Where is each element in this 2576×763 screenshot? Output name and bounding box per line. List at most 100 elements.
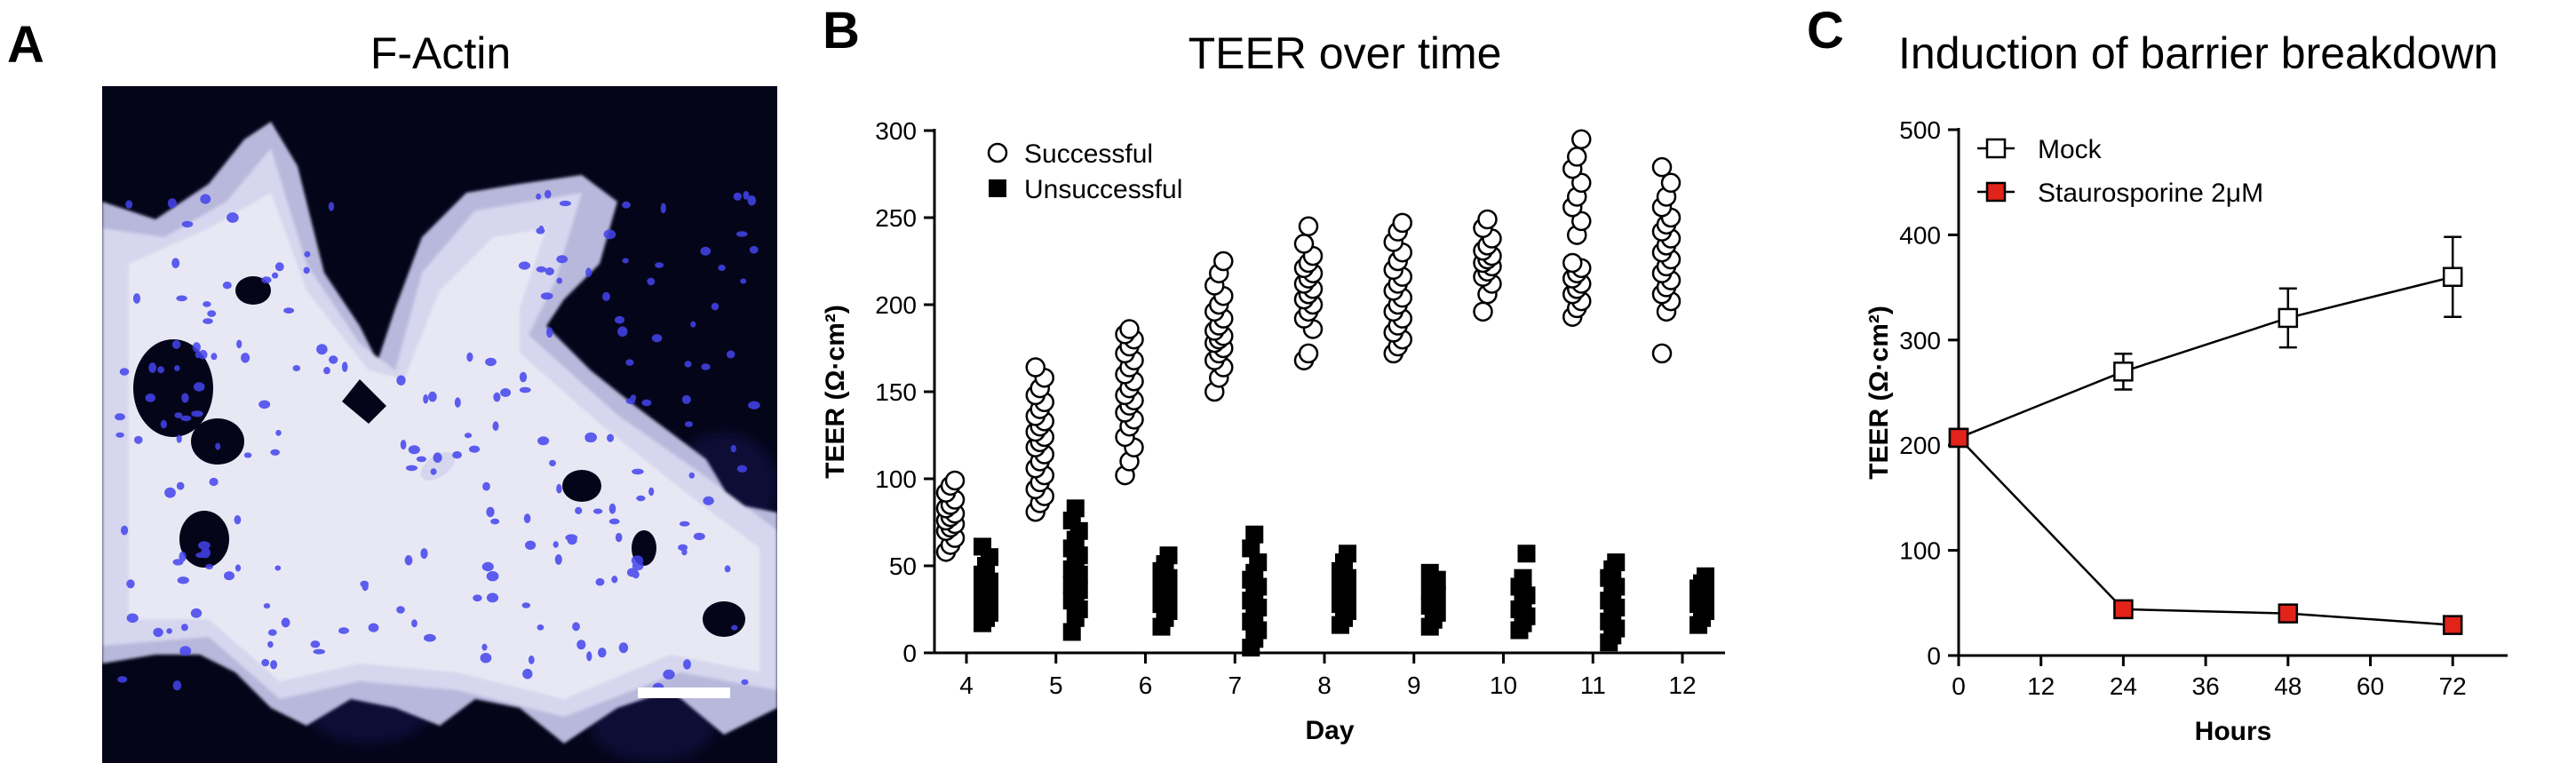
nucleus — [592, 508, 603, 514]
nucleus — [618, 642, 629, 654]
y-tick-label: 0 — [902, 640, 917, 667]
nucleus — [176, 295, 187, 302]
unsuccessful-point — [1607, 553, 1626, 572]
nucleus — [554, 554, 562, 565]
nucleus — [693, 532, 705, 541]
nucleus — [632, 468, 644, 475]
successful-point — [1567, 147, 1587, 167]
nucleus — [586, 651, 592, 662]
nucleus — [545, 189, 552, 199]
mock-line — [1958, 275, 2453, 440]
f-actin-micrograph — [102, 86, 777, 763]
nucleus — [683, 659, 691, 670]
nucleus — [167, 198, 177, 209]
nucleus — [632, 570, 640, 579]
x-tick-label: 10 — [1490, 672, 1517, 699]
nucleus — [537, 436, 550, 446]
nucleus — [748, 401, 760, 409]
successful-point — [1473, 301, 1493, 322]
nucleus — [608, 518, 620, 525]
legend-unsuccessful-label: Unsuccessful — [1024, 175, 1182, 204]
nucleus — [660, 203, 666, 214]
nucleus — [688, 472, 696, 479]
successful-point — [1571, 129, 1592, 150]
x-tick-label: 8 — [1317, 672, 1332, 699]
x-tick-label: 72 — [2439, 672, 2467, 700]
nucleus — [468, 445, 481, 453]
panel-b-title: TEER over time — [1188, 28, 1502, 78]
nucleus — [191, 410, 203, 417]
nucleus — [181, 220, 194, 228]
nucleus — [730, 444, 736, 453]
nucleus — [270, 449, 280, 456]
nucleus — [396, 375, 406, 385]
panel-c-title: Induction of barrier breakdown — [1898, 28, 2499, 78]
nucleus — [313, 648, 326, 655]
nucleus — [281, 617, 290, 628]
nucleus — [556, 277, 563, 284]
panel-b-letter: B — [823, 2, 860, 60]
nucleus — [400, 440, 407, 450]
y-tick-label: 400 — [1899, 221, 1941, 249]
nucleus — [703, 496, 714, 505]
nucleus — [166, 628, 172, 634]
mock-point — [2113, 362, 2134, 382]
nucleus — [275, 430, 282, 436]
nucleus — [611, 576, 618, 584]
unsuccessful-point — [1517, 544, 1536, 563]
nucleus — [481, 643, 488, 651]
scale-bar — [638, 687, 730, 698]
nucleus — [556, 483, 562, 494]
nucleus — [411, 619, 417, 628]
nucleus — [549, 459, 556, 467]
nucleus — [328, 202, 335, 211]
nucleus — [211, 353, 218, 361]
nucleus — [521, 602, 531, 608]
y-tick-label: 500 — [1899, 116, 1941, 144]
nucleus — [679, 521, 690, 527]
x-axis-title: Hours — [2195, 717, 2272, 746]
nucleus — [176, 434, 182, 443]
nucleus — [267, 629, 277, 636]
nucleus — [519, 371, 528, 383]
legend-mock-label: Mock — [2038, 135, 2103, 164]
nucleus — [200, 194, 211, 204]
nucleus — [536, 266, 547, 273]
successful-point — [1660, 172, 1682, 194]
nucleus — [493, 392, 501, 402]
nucleus — [207, 310, 217, 317]
successful-point — [1651, 343, 1673, 364]
nucleus — [519, 386, 531, 393]
unsuccessful-point — [1339, 544, 1356, 563]
unsuccessful-point — [1242, 539, 1260, 558]
nucleus — [121, 525, 129, 536]
successful-point — [1571, 172, 1592, 194]
nucleus — [270, 660, 278, 670]
nucleus — [528, 656, 535, 664]
nucleus — [267, 640, 274, 648]
nucleus — [492, 421, 499, 432]
nucleus — [525, 540, 537, 550]
nucleus — [576, 640, 586, 650]
y-tick-label: 150 — [875, 378, 917, 406]
nucleus — [711, 302, 720, 311]
nucleus — [536, 193, 542, 200]
nucleus — [117, 676, 128, 683]
nucleus — [274, 565, 282, 571]
nucleus — [743, 191, 750, 200]
nucleus — [408, 445, 420, 455]
nucleus — [201, 547, 211, 559]
nucleus — [625, 398, 636, 404]
successful-point — [1571, 211, 1592, 232]
nucleus — [241, 353, 250, 363]
nucleus — [323, 367, 330, 375]
nucleus — [160, 419, 167, 429]
nucleus — [724, 565, 731, 573]
unsuccessful-point — [1159, 546, 1178, 565]
nucleus — [209, 477, 219, 487]
unsuccessful-point — [1062, 623, 1081, 641]
x-tick-label: 4 — [959, 672, 974, 699]
nucleus — [164, 487, 176, 498]
nucleus — [179, 646, 192, 656]
nucleus — [174, 365, 180, 371]
